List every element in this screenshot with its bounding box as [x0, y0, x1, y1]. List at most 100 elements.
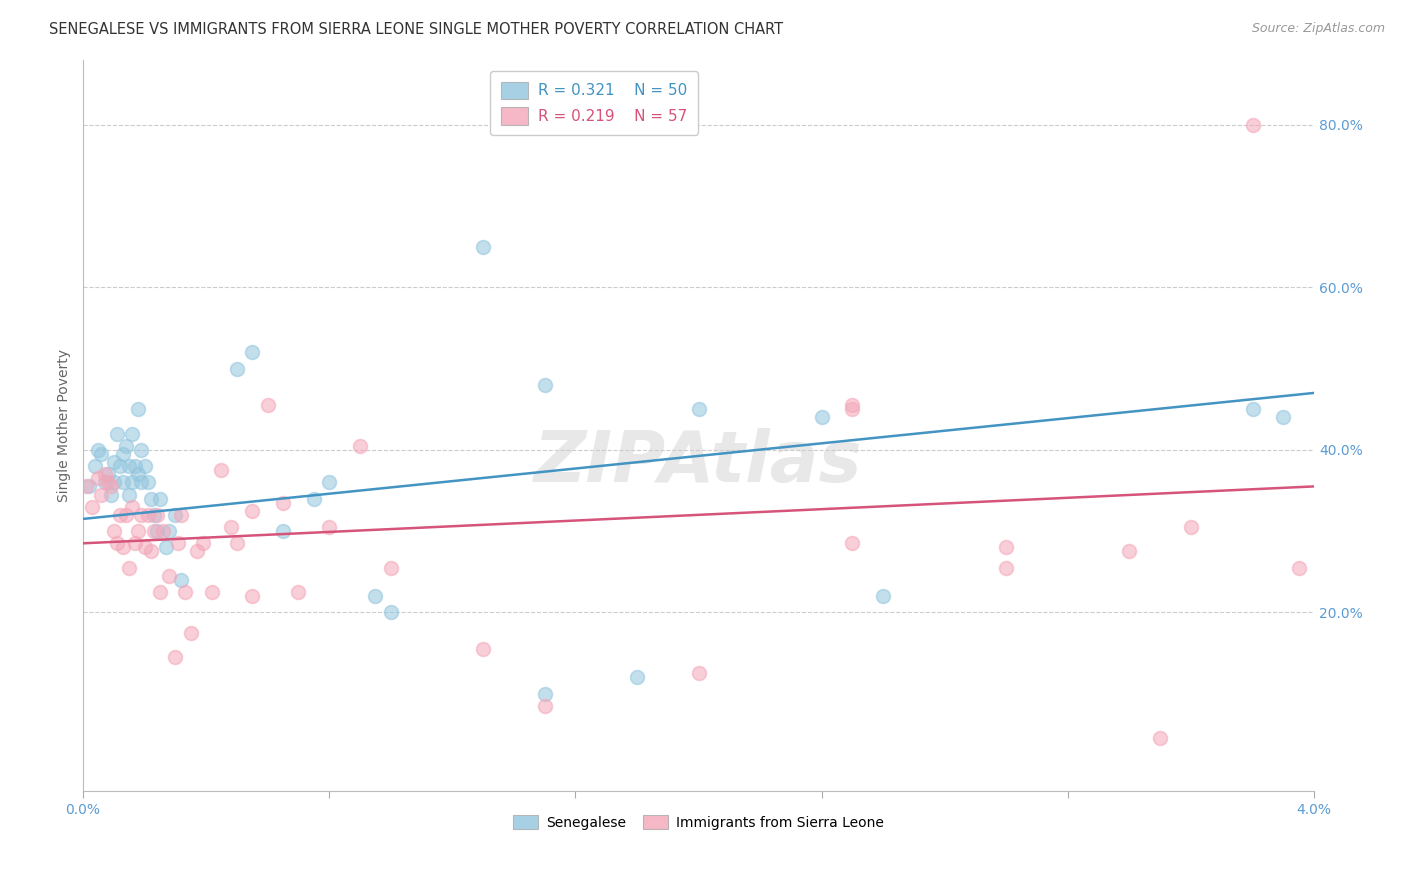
Point: [1180, 520, 1202, 534]
Point: [131, 508, 153, 522]
Point: [149, 491, 172, 506]
Point: [131, 442, 153, 457]
Point: [318, 475, 340, 490]
Point: [841, 402, 863, 417]
Point: [93, 467, 115, 482]
Point: [103, 524, 125, 538]
Point: [318, 520, 340, 534]
Point: [139, 544, 162, 558]
Point: [131, 475, 153, 490]
Point: [225, 536, 247, 550]
Point: [211, 463, 233, 477]
Point: [146, 508, 169, 522]
Point: [219, 520, 242, 534]
Point: [93, 475, 115, 490]
Point: [100, 479, 122, 493]
Point: [1272, 410, 1295, 425]
Point: [240, 589, 263, 603]
Y-axis label: Single Mother Poverty: Single Mother Poverty: [58, 349, 72, 502]
Point: [155, 541, 177, 555]
Point: [124, 459, 146, 474]
Point: [626, 118, 648, 132]
Point: [841, 398, 863, 412]
Point: [124, 536, 146, 550]
Point: [121, 500, 143, 514]
Point: [134, 541, 156, 555]
Point: [533, 377, 555, 392]
Point: [688, 666, 710, 681]
Point: [1241, 118, 1264, 132]
Point: [380, 606, 402, 620]
Point: [105, 426, 128, 441]
Point: [201, 585, 224, 599]
Point: [170, 573, 193, 587]
Point: [149, 585, 172, 599]
Point: [136, 475, 159, 490]
Point: [84, 459, 107, 474]
Point: [533, 698, 555, 713]
Point: [1149, 731, 1171, 746]
Point: [100, 487, 122, 501]
Point: [533, 687, 555, 701]
Point: [121, 475, 143, 490]
Point: [75, 479, 97, 493]
Point: [472, 642, 495, 657]
Point: [271, 524, 294, 538]
Point: [136, 508, 159, 522]
Point: [157, 524, 180, 538]
Point: [142, 524, 165, 538]
Point: [152, 524, 174, 538]
Point: [186, 544, 208, 558]
Point: [271, 496, 294, 510]
Point: [165, 508, 187, 522]
Point: [115, 439, 138, 453]
Point: [995, 560, 1018, 574]
Point: [165, 650, 187, 665]
Point: [287, 585, 309, 599]
Point: [121, 426, 143, 441]
Point: [995, 541, 1018, 555]
Point: [127, 467, 149, 482]
Point: [157, 569, 180, 583]
Point: [111, 475, 134, 490]
Point: [108, 459, 131, 474]
Point: [111, 447, 134, 461]
Point: [134, 459, 156, 474]
Point: [225, 361, 247, 376]
Point: [82, 500, 104, 514]
Point: [364, 589, 387, 603]
Point: [103, 455, 125, 469]
Point: [256, 398, 278, 412]
Point: [240, 504, 263, 518]
Point: [118, 487, 141, 501]
Point: [180, 625, 202, 640]
Point: [90, 487, 112, 501]
Point: [111, 541, 134, 555]
Point: [810, 410, 832, 425]
Point: [173, 585, 195, 599]
Point: [1241, 402, 1264, 417]
Point: [127, 402, 149, 417]
Point: [115, 508, 138, 522]
Point: [108, 508, 131, 522]
Point: [841, 536, 863, 550]
Point: [105, 536, 128, 550]
Point: [97, 475, 120, 490]
Point: [146, 524, 169, 538]
Point: [170, 508, 193, 522]
Point: [77, 479, 100, 493]
Point: [139, 491, 162, 506]
Point: [142, 508, 165, 522]
Point: [240, 345, 263, 359]
Point: [626, 670, 648, 684]
Point: [103, 475, 125, 490]
Point: [118, 459, 141, 474]
Point: [872, 589, 894, 603]
Point: [167, 536, 190, 550]
Point: [302, 491, 325, 506]
Point: [90, 447, 112, 461]
Point: [87, 471, 110, 485]
Point: [127, 524, 149, 538]
Point: [349, 439, 371, 453]
Point: [1118, 544, 1140, 558]
